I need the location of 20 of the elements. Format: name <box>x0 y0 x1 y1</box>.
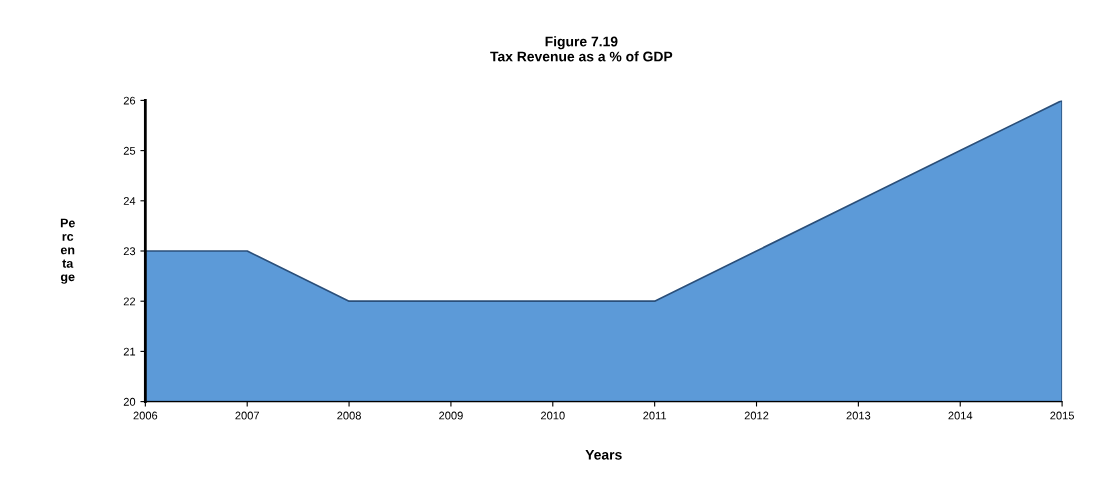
y-tick-label: 25 <box>123 146 136 155</box>
y-tick-label: 26 <box>123 96 136 105</box>
x-tick-label: 2009 <box>439 411 463 420</box>
x-tick-label: 2006 <box>133 411 158 420</box>
x-tick-label: 2008 <box>337 411 361 420</box>
x-tick-label: 2015 <box>1050 411 1074 420</box>
y-tick-label: 24 <box>123 197 136 205</box>
y-tick-label: 23 <box>123 247 136 256</box>
y-axis-title: Pe rc en ta ge <box>60 218 75 284</box>
x-tick-label: 2011 <box>643 411 667 420</box>
y-tick-label: 22 <box>123 297 136 306</box>
x-tick-label: 2007 <box>235 411 259 420</box>
y-tick-label: 20 <box>123 397 136 406</box>
x-tick-label: 2010 <box>540 411 565 420</box>
chart-title: Figure 7.19 Tax Revenue as a % of GDP <box>490 36 673 62</box>
x-tick-label: 2014 <box>948 411 973 420</box>
x-tick-label: 2013 <box>846 411 871 420</box>
y-tick-label: 21 <box>123 347 136 356</box>
x-tick-label: 2012 <box>744 411 769 420</box>
x-axis-title: Years <box>585 449 622 460</box>
